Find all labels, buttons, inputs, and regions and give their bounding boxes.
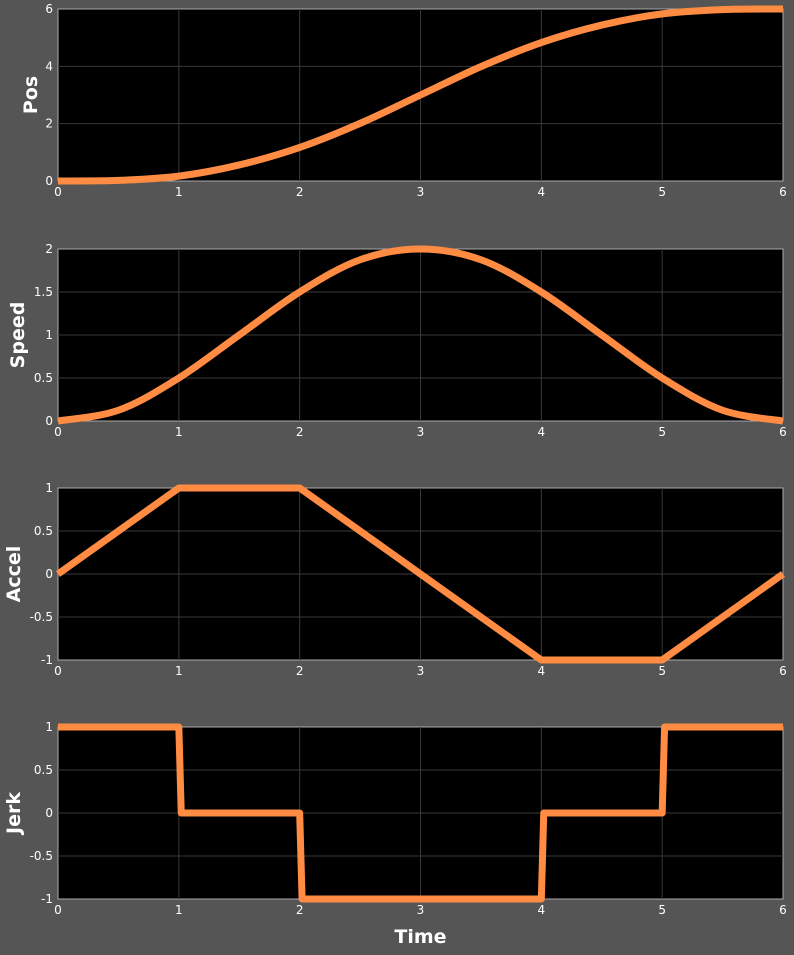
x-tick-label: 3: [417, 664, 425, 678]
x-tick-label: 0: [54, 664, 62, 678]
x-tick-label: 0: [54, 903, 62, 917]
x-tick-label: 4: [538, 664, 546, 678]
y-tick-label: 0: [45, 806, 53, 820]
x-tick-label: 4: [538, 185, 546, 199]
y-tick-label: 1: [45, 481, 53, 495]
x-tick-label: 3: [417, 903, 425, 917]
x-tick-label: 5: [658, 903, 666, 917]
x-tick-label: 6: [779, 425, 787, 439]
x-tick-label: 3: [417, 185, 425, 199]
y-tick-label: 0.5: [34, 763, 53, 777]
subplot-speed: 0 1 2 3 4 5 6 0 0.5 1 1.5 2 Speed: [7, 242, 787, 439]
x-tick-label: 2: [296, 903, 304, 917]
x-tick-label: 6: [779, 185, 787, 199]
y-tick-label: 2: [45, 117, 53, 131]
y-tick-label: 0: [45, 567, 53, 581]
x-tick-label: 5: [658, 185, 666, 199]
x-tick-label: 0: [54, 425, 62, 439]
y-axis-label: Pos: [20, 76, 42, 114]
y-tick-label: 4: [45, 59, 53, 73]
y-tick-label: -1: [41, 892, 53, 906]
x-tick-label: 2: [296, 664, 304, 678]
series-line-pos: [57, 5, 784, 185]
y-tick-label: -0.5: [30, 610, 53, 624]
y-tick-label: -1: [41, 653, 53, 667]
x-tick-label: 5: [658, 425, 666, 439]
x-tick-label: 1: [175, 425, 183, 439]
y-tick-label: 0: [45, 174, 53, 188]
y-tick-label: 1.5: [34, 285, 53, 299]
x-tick-label: 3: [417, 425, 425, 439]
y-tick-label: 6: [45, 2, 53, 16]
y-tick-label: 1: [45, 720, 53, 734]
y-tick-label: 1: [45, 328, 53, 342]
series-line-jerk: [58, 723, 783, 903]
subplot-jerk: 0 1 2 3 4 5 6 -1 -0.5 0 0.5 1 Jerk Time: [3, 720, 787, 948]
x-tick-label: 6: [779, 903, 787, 917]
subplot-pos: 0 1 2 3 4 5 6 0 2 4 6 Pos: [20, 2, 787, 199]
x-tick-label: 4: [538, 903, 546, 917]
x-tick-label: 1: [175, 185, 183, 199]
x-tick-label: 2: [296, 425, 304, 439]
y-tick-label: -0.5: [30, 849, 53, 863]
x-tick-label: 6: [779, 664, 787, 678]
x-tick-label: 0: [54, 185, 62, 199]
y-tick-label: 0: [45, 414, 53, 428]
x-tick-label: 2: [296, 185, 304, 199]
x-axis-label: Time: [394, 926, 446, 948]
y-tick-label: 2: [45, 242, 53, 256]
x-tick-label: 1: [175, 903, 183, 917]
y-tick-label: 0.5: [34, 524, 53, 538]
x-tick-label: 1: [175, 664, 183, 678]
x-tick-label: 4: [538, 425, 546, 439]
series-line-speed: [57, 245, 784, 425]
y-axis-label: Jerk: [3, 792, 25, 836]
x-tick-label: 5: [658, 664, 666, 678]
subplot-accel: 0 1 2 3 4 5 6 -1 -0.5 0 0.5 1 Accel: [3, 481, 787, 678]
y-axis-label: Speed: [7, 302, 29, 369]
y-axis-label: Accel: [3, 546, 25, 603]
y-tick-label: 0.5: [34, 371, 53, 385]
series-line-accel: [55, 484, 786, 664]
